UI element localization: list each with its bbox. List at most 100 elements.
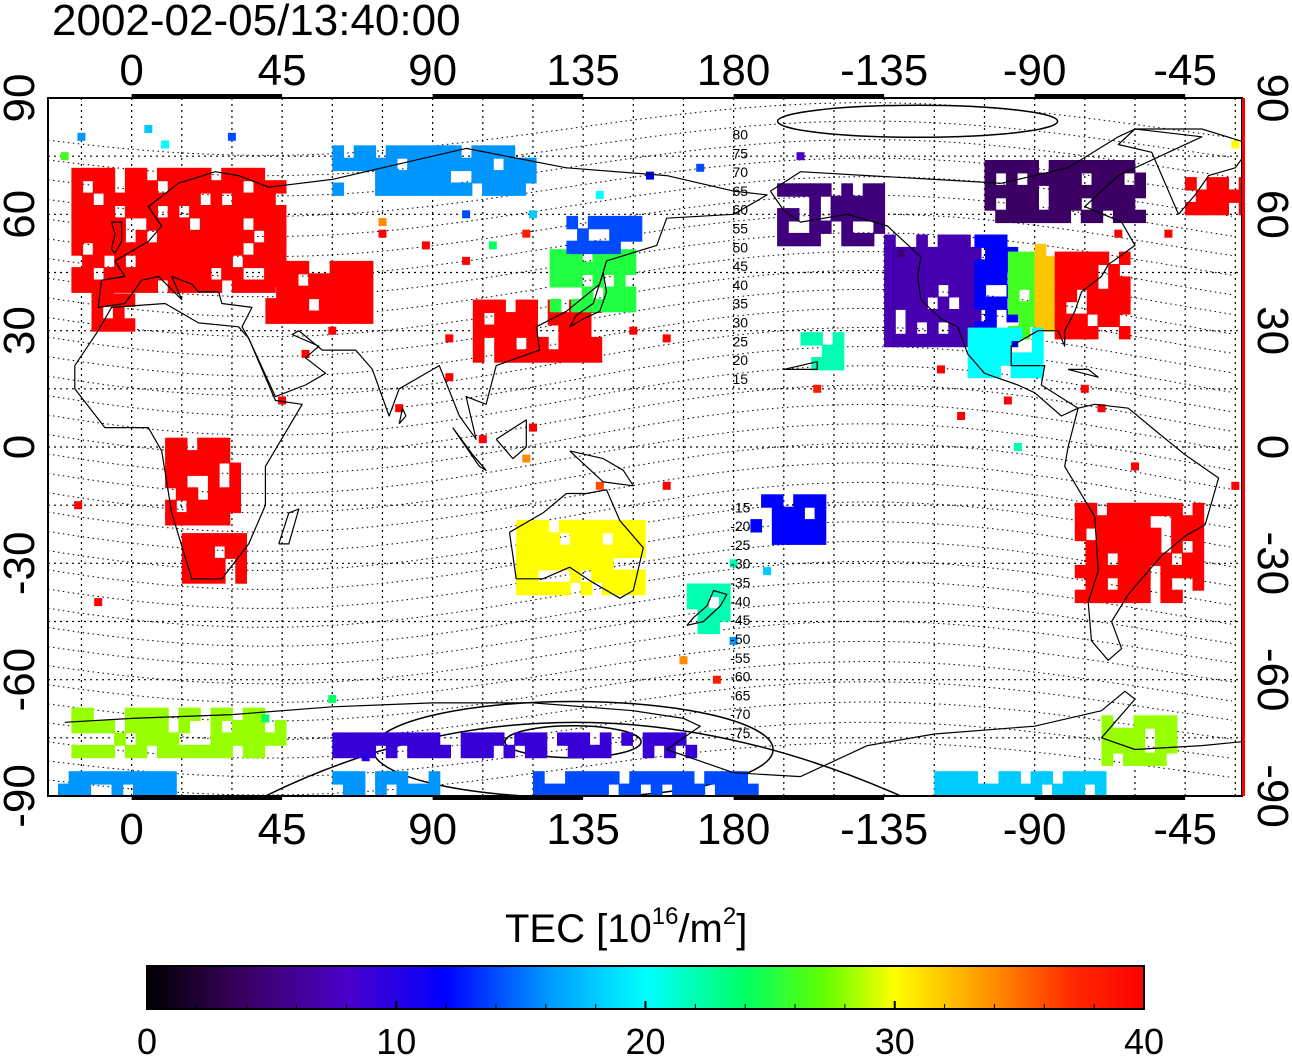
tec-cell — [1118, 288, 1131, 303]
tec-cell — [549, 298, 562, 313]
tec-cell — [261, 714, 270, 723]
tec-cell — [1101, 727, 1114, 742]
contour-label: -75 — [730, 725, 750, 741]
tec-cell — [624, 261, 637, 275]
tec-cell — [548, 544, 560, 559]
contour-label: 25 — [733, 333, 749, 349]
tec-cell — [71, 242, 84, 256]
tec-cell — [559, 581, 571, 596]
tec-cell — [557, 732, 569, 746]
tec-cell — [92, 242, 105, 256]
tec-cell — [945, 783, 957, 796]
tec-cell — [978, 352, 991, 366]
tec-cell — [549, 249, 562, 263]
bottom-lon-label: -45 — [1153, 805, 1217, 854]
left-lat-label: -90 — [0, 764, 44, 828]
tec-cell — [526, 299, 538, 313]
tec-cell — [492, 145, 505, 159]
contour-labels: 80 75 70 65 60 55 50 45 40 35 30 25 20 15 -15 -20 -25 -30… — [730, 126, 750, 741]
tec-cell — [221, 242, 233, 256]
tec-cell — [1217, 189, 1229, 203]
tec-cell — [494, 349, 506, 363]
tec-cell — [1112, 197, 1125, 211]
tec-cell — [634, 581, 646, 596]
tec-cell — [1059, 209, 1072, 224]
tec-cell — [186, 499, 199, 514]
tec-cell — [503, 157, 516, 172]
top-lon-label: 90 — [408, 46, 457, 95]
tec-cell — [82, 720, 94, 734]
tec-cell — [146, 217, 158, 231]
tec-cell — [428, 182, 441, 196]
tec-cell — [577, 228, 589, 242]
tec-cell — [624, 249, 637, 263]
tec-cell — [165, 474, 177, 489]
tec-cell — [90, 771, 102, 785]
tec-cell — [494, 299, 506, 313]
tec-cell — [1171, 515, 1183, 529]
tec-cell — [974, 284, 987, 298]
tec-cell — [1021, 364, 1033, 379]
tec-cell — [1074, 527, 1087, 542]
tec-cell — [1030, 783, 1043, 796]
tec-cell — [948, 246, 960, 261]
right-lat-label: 90 — [1248, 74, 1292, 123]
top-frame-bar — [131, 94, 283, 98]
tec-cell — [274, 205, 287, 219]
tec-cell — [100, 771, 113, 785]
tec-cell — [591, 557, 603, 571]
tec-cell — [103, 229, 116, 244]
bottom-frame-bar — [1034, 796, 1186, 800]
tec-cell — [526, 544, 539, 559]
tec-cell — [439, 170, 451, 184]
tec-cell — [482, 732, 494, 746]
contour-line — [48, 251, 1233, 318]
tec-cell — [862, 232, 875, 247]
tec-cell — [297, 310, 310, 324]
tec-cell — [569, 349, 581, 363]
tec-cell — [1094, 771, 1107, 785]
tec-cell — [1134, 209, 1146, 224]
tec-cell — [1007, 251, 1020, 265]
tec-cell — [1065, 326, 1078, 340]
tec-cell — [524, 744, 537, 759]
tec-cell — [210, 707, 223, 721]
tec-cell — [1192, 527, 1205, 542]
tec-cell — [165, 437, 177, 452]
tec-cell — [1238, 177, 1242, 191]
tec-cell — [1123, 160, 1136, 174]
tec-cell — [905, 259, 918, 273]
bottom-lon-label: 180 — [697, 805, 770, 854]
tec-cell — [235, 533, 247, 547]
tec-cell — [1009, 783, 1021, 796]
graticule — [48, 98, 1242, 796]
tec-cell — [189, 167, 201, 182]
tec-cell — [165, 450, 177, 464]
contour-label: 80 — [733, 126, 749, 142]
tec-cell — [718, 595, 731, 610]
tec-cell — [905, 333, 918, 348]
tec-cell — [178, 707, 191, 721]
tec-cell — [231, 267, 244, 281]
tec-cell — [926, 309, 939, 323]
tec-cell — [135, 180, 148, 194]
tec-cell — [504, 312, 517, 326]
tec-cell — [905, 246, 918, 261]
tec-cell — [235, 545, 247, 559]
tec-cell — [102, 293, 114, 307]
tec-cell — [948, 284, 960, 298]
tec-cell — [1102, 184, 1114, 199]
tec-cell — [591, 532, 603, 546]
top-lon-label: 135 — [546, 46, 619, 95]
contour-line — [48, 139, 1233, 197]
tec-cell — [135, 279, 148, 293]
contour-label: -70 — [730, 706, 750, 722]
tec-cell — [482, 182, 494, 196]
tec-cell — [114, 279, 126, 293]
tec-cell — [894, 296, 907, 310]
tec-cell — [575, 783, 588, 796]
tec-cell — [396, 732, 409, 746]
tec-cell — [750, 519, 763, 533]
tec-cell — [199, 217, 212, 231]
tec-cell — [619, 228, 632, 242]
